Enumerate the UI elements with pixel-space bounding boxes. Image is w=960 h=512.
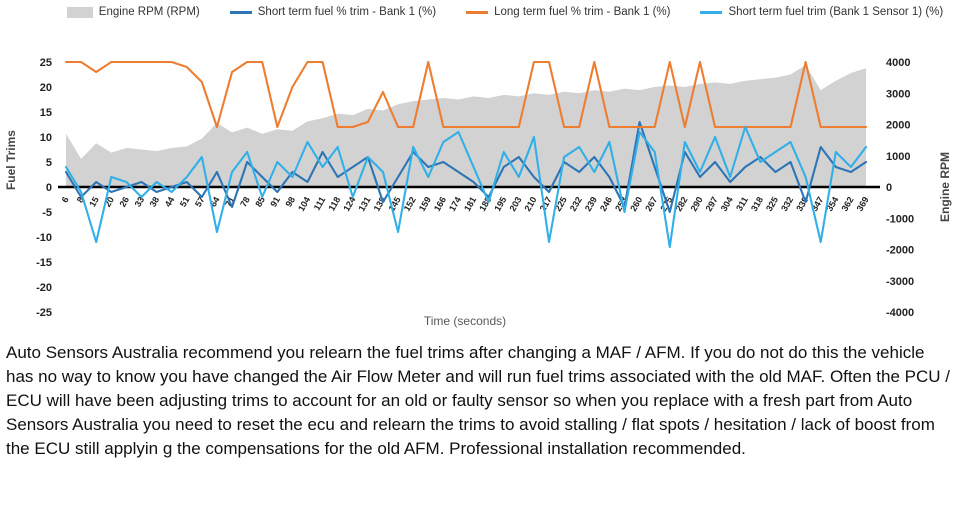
long-term-line-swatch [466, 10, 489, 14]
svg-text:8: 8 [75, 195, 86, 204]
svg-text:104: 104 [296, 195, 312, 213]
svg-text:51: 51 [178, 195, 192, 209]
svg-text:4000: 4000 [886, 57, 910, 69]
svg-text:210: 210 [522, 195, 538, 213]
legend-item-rpm[interactable]: Engine RPM (RPM) [66, 6, 200, 18]
series-line-3 [64, 125, 868, 249]
svg-text:26: 26 [117, 195, 131, 209]
svg-text:297: 297 [704, 195, 720, 213]
svg-text:6: 6 [60, 195, 71, 204]
svg-text:174: 174 [447, 195, 463, 213]
svg-text:-1000: -1000 [886, 213, 914, 225]
svg-text:362: 362 [839, 195, 855, 213]
chart-legend: Engine RPM (RPM) Short term fuel % trim … [60, 6, 950, 18]
svg-text:-2000: -2000 [886, 245, 914, 257]
legend-label-rpm: Engine RPM (RPM) [98, 6, 200, 18]
fuel-trims-chart: 25 20 15 10 5 0 -5 -10 -15 -20 -25 4000 3000 2000 1000… [36, 57, 914, 319]
svg-text:85: 85 [253, 195, 267, 209]
svg-text:232: 232 [568, 195, 584, 213]
svg-text:339: 339 [794, 195, 810, 213]
svg-text:57: 57 [193, 195, 207, 209]
svg-text:246: 246 [598, 195, 614, 213]
svg-text:118: 118 [327, 195, 343, 213]
svg-text:290: 290 [689, 195, 705, 213]
svg-text:-10: -10 [36, 232, 52, 244]
svg-text:2000: 2000 [886, 120, 910, 132]
svg-text:166: 166 [432, 195, 448, 213]
y-axis-title-engine-rpm: Engine RPM [938, 152, 952, 223]
legend-item-short-term-bank1[interactable]: Short term fuel % trim - Bank 1 (%) [229, 6, 437, 18]
svg-text:181: 181 [462, 195, 478, 213]
svg-text:15: 15 [87, 195, 101, 209]
svg-text:131: 131 [356, 195, 372, 213]
legend-item-long-term-bank1[interactable]: Long term fuel % trim - Bank 1 (%) [466, 6, 670, 18]
svg-text:33: 33 [133, 195, 147, 209]
svg-text:15: 15 [40, 107, 52, 119]
svg-text:217: 217 [538, 195, 554, 213]
svg-text:1000: 1000 [886, 151, 910, 163]
svg-text:311: 311 [734, 195, 750, 213]
svg-text:260: 260 [628, 195, 644, 213]
svg-text:0: 0 [46, 182, 52, 194]
legend-item-short-term-sensor1[interactable]: Short term fuel trim (Bank 1 Sensor 1) (… [700, 6, 943, 18]
svg-text:239: 239 [583, 195, 599, 213]
short-term-line-swatch [229, 10, 252, 14]
svg-text:0: 0 [886, 182, 892, 194]
series-line-2 [64, 60, 868, 129]
svg-text:267: 267 [643, 195, 659, 213]
svg-text:369: 369 [855, 195, 871, 213]
svg-text:38: 38 [148, 195, 162, 209]
svg-text:78: 78 [238, 195, 252, 209]
svg-text:91: 91 [268, 195, 282, 209]
x-axis-title: Time (seconds) [423, 314, 507, 328]
legend-label-short-term-bank1: Short term fuel % trim - Bank 1 (%) [257, 6, 437, 18]
svg-text:5: 5 [46, 157, 52, 169]
svg-text:-3000: -3000 [886, 276, 914, 288]
svg-text:-25: -25 [36, 307, 52, 319]
svg-text:318: 318 [749, 195, 765, 213]
svg-text:-4000: -4000 [886, 307, 914, 319]
legend-label-short-term-sensor1: Short term fuel trim (Bank 1 Sensor 1) (… [728, 6, 944, 18]
svg-text:3000: 3000 [886, 88, 910, 100]
svg-text:10: 10 [40, 132, 52, 144]
svg-text:159: 159 [417, 195, 433, 213]
svg-text:20: 20 [40, 82, 52, 94]
series-line-1 [64, 120, 868, 214]
legend-label-long-term-bank1: Long term fuel % trim - Bank 1 (%) [494, 6, 671, 18]
svg-text:325: 325 [764, 195, 780, 213]
svg-text:-15: -15 [36, 257, 52, 269]
svg-text:195: 195 [492, 195, 508, 213]
svg-text:-20: -20 [36, 282, 52, 294]
svg-text:124: 124 [341, 195, 357, 213]
svg-text:203: 203 [507, 195, 523, 213]
short-term-sensor1-line-swatch [700, 10, 723, 14]
svg-text:44: 44 [163, 195, 177, 209]
y-axis-title-fuel-trims: Fuel Trims [4, 130, 18, 191]
svg-text:98: 98 [283, 195, 297, 209]
caption-text: Auto Sensors Australia recommend you rel… [6, 343, 950, 458]
svg-text:111: 111 [312, 195, 328, 212]
svg-text:304: 304 [719, 195, 735, 213]
rpm-area-swatch [66, 6, 93, 18]
svg-text:-5: -5 [42, 207, 52, 219]
svg-text:25: 25 [40, 57, 52, 69]
svg-text:332: 332 [779, 195, 795, 213]
